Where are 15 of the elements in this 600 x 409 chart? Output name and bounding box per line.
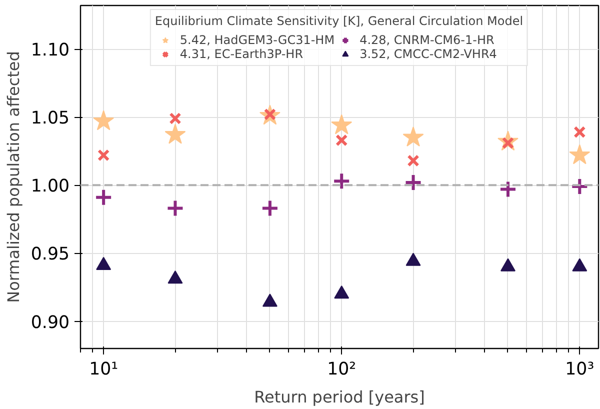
y-tick-label: 1.00 bbox=[30, 176, 70, 197]
y-axis-title: Normalized population affected bbox=[4, 51, 23, 303]
legend-title: Equilibrium Climate Sensitivity [K], General Circulation Model bbox=[154, 14, 524, 28]
y-tick-label: 1.05 bbox=[30, 108, 70, 129]
x-tick-label: 10¹ bbox=[89, 360, 118, 380]
x-axis-title: Return period [years] bbox=[254, 388, 425, 406]
legend-label: 4.28, CNRM-CM6-1-HR bbox=[360, 33, 494, 47]
y-tick-label: 0.95 bbox=[30, 244, 70, 265]
y-tick-label: 1.10 bbox=[30, 40, 70, 61]
x-tick-label: 10² bbox=[327, 360, 356, 380]
y-tick-label: 0.90 bbox=[30, 312, 70, 333]
legend-label: 3.52, CMCC-CM2-VHR4 bbox=[360, 47, 497, 61]
legend-label: 5.42, HadGEM3-GC31-HM bbox=[180, 33, 335, 47]
x-tick-label: 10³ bbox=[565, 360, 594, 380]
legend-label: 4.31, EC-Earth3P-HR bbox=[180, 47, 304, 61]
